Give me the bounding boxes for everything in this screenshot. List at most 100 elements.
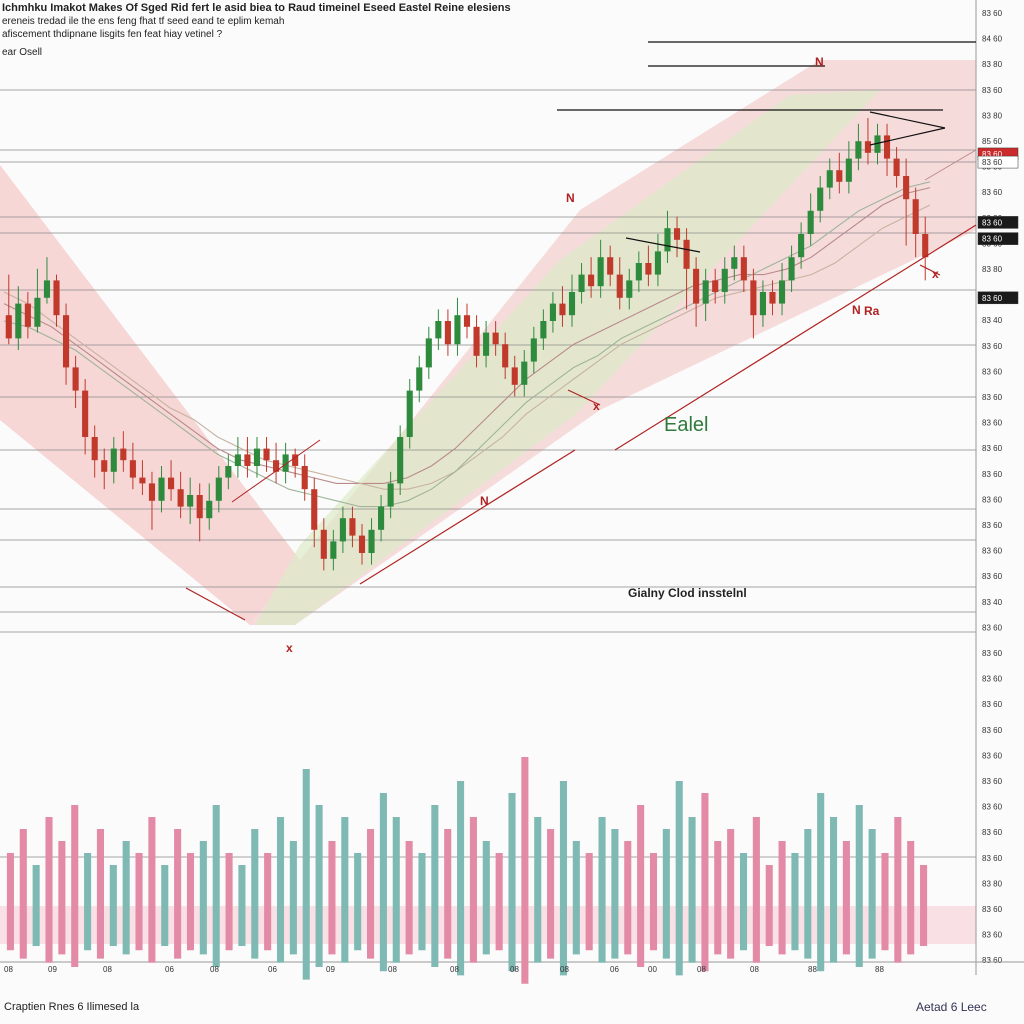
x-tick-label: 08 xyxy=(103,965,112,974)
y-tick-label: 83 40 xyxy=(982,598,1003,607)
candle-body xyxy=(196,495,203,519)
trend-line xyxy=(924,149,977,181)
candle-body xyxy=(693,268,700,304)
candle-body xyxy=(397,437,404,484)
y-tick-label: 83 60 xyxy=(982,572,1003,581)
candle-body xyxy=(836,170,843,182)
y-tick-label: 83 60 xyxy=(982,726,1003,735)
candle-body xyxy=(607,257,614,275)
price-tag xyxy=(977,216,1019,229)
y-tick-label: 84 60 xyxy=(982,35,1003,44)
y-tick-label: 83 60 xyxy=(982,547,1003,556)
footer-credit: Aetad 6 Leec xyxy=(916,1000,987,1014)
candle-body xyxy=(492,332,499,345)
y-tick-label: 83 60 xyxy=(982,623,1003,632)
candle-body xyxy=(263,448,270,461)
candle-body xyxy=(721,268,728,292)
y-tick-label: 83 60 xyxy=(982,803,1003,812)
candle-body xyxy=(120,448,127,461)
candle-body xyxy=(540,321,547,339)
y-tick-label: 85 60 xyxy=(982,137,1003,146)
trend-line xyxy=(231,439,321,503)
candle-body xyxy=(387,483,394,507)
moving-average-line xyxy=(3,181,931,508)
x-tick-label: 08 xyxy=(750,965,759,974)
y-tick-label: 83 60 xyxy=(982,495,1003,504)
y-tick-label: 83 60 xyxy=(982,828,1003,837)
y-tick-label: 83 60 xyxy=(982,342,1003,351)
signal-mark: N xyxy=(566,191,575,205)
candle-body xyxy=(34,297,41,327)
x-tick-label: 06 xyxy=(610,965,619,974)
x-tick-label: 08 xyxy=(510,965,519,974)
chart-subtitle-line-2: afiscement thdipnane lisgits fen feat hi… xyxy=(2,29,223,40)
candle-body xyxy=(559,303,566,316)
price-tag xyxy=(977,232,1019,245)
candle-body xyxy=(922,234,929,258)
candle-body xyxy=(158,477,165,501)
candle-body xyxy=(759,292,766,316)
x-tick-label: 08 xyxy=(560,965,569,974)
candle-body xyxy=(177,489,184,507)
y-tick-label: 83 60 xyxy=(982,931,1003,940)
candle-body xyxy=(645,263,652,275)
candle-body xyxy=(788,257,795,281)
candle-body xyxy=(110,448,117,472)
candle-body xyxy=(750,280,757,316)
candle-body xyxy=(358,535,366,553)
price-tag-label: 83 60 xyxy=(982,294,1003,303)
price-tag-label: 83 60 xyxy=(982,158,1003,167)
y-tick-label: 83 60 xyxy=(982,521,1003,530)
x-tick-label: 08 xyxy=(4,965,13,974)
cloud-label: Ealel xyxy=(664,414,709,436)
candle-body xyxy=(578,274,585,292)
candle-body xyxy=(549,303,556,321)
y-tick-label: 83 60 xyxy=(982,470,1003,479)
y-tick-label: 83 40 xyxy=(982,316,1003,325)
y-tick-label: 83 60 xyxy=(982,393,1003,402)
candle-body xyxy=(378,506,385,530)
y-tick-label: 83 60 xyxy=(982,367,1003,376)
x-tick-label: 08 xyxy=(210,965,219,974)
x-tick-label: 06 xyxy=(165,965,174,974)
y-tick-label: 83 60 xyxy=(982,675,1003,684)
candle-body xyxy=(82,390,89,437)
candle-body xyxy=(339,518,346,542)
candle-body xyxy=(244,454,251,466)
candle-body xyxy=(435,321,442,339)
candlesticks xyxy=(5,118,929,571)
candle-body xyxy=(769,292,776,304)
candle-body xyxy=(807,210,814,234)
y-tick-label: 83 80 xyxy=(982,265,1003,274)
candle-body xyxy=(53,280,60,316)
moving-average-lines xyxy=(3,181,931,508)
candle-body xyxy=(330,541,337,559)
candle-body xyxy=(673,228,681,240)
trend-line xyxy=(919,264,941,276)
signal-mark: Ra xyxy=(864,304,880,318)
candle-body xyxy=(702,280,709,304)
candle-body xyxy=(616,274,623,298)
candle-body xyxy=(62,315,70,368)
x-tick-label: 09 xyxy=(326,965,335,974)
candle-body xyxy=(521,361,528,385)
signal-mark: N xyxy=(852,303,861,317)
candle-body xyxy=(301,466,308,490)
candle-body xyxy=(654,251,661,275)
y-tick-label: 83 60 xyxy=(982,444,1003,453)
candle-body xyxy=(406,390,413,437)
y-tick-label: 83 60 xyxy=(982,9,1003,18)
trend-line xyxy=(614,224,977,451)
time-axis: 08 09 08 06 08 06 09 08 08 08 08 06 00 08 08 88 88 xyxy=(4,965,884,974)
y-tick-label: 83 60 xyxy=(982,777,1003,786)
price-tag-label: 83 60 xyxy=(982,218,1003,227)
candle-body xyxy=(444,321,451,345)
candle-body xyxy=(72,367,79,391)
candle-body xyxy=(912,199,919,234)
bullish-cloud xyxy=(255,90,880,625)
candle-body xyxy=(740,257,747,281)
moving-average-line xyxy=(3,204,931,490)
